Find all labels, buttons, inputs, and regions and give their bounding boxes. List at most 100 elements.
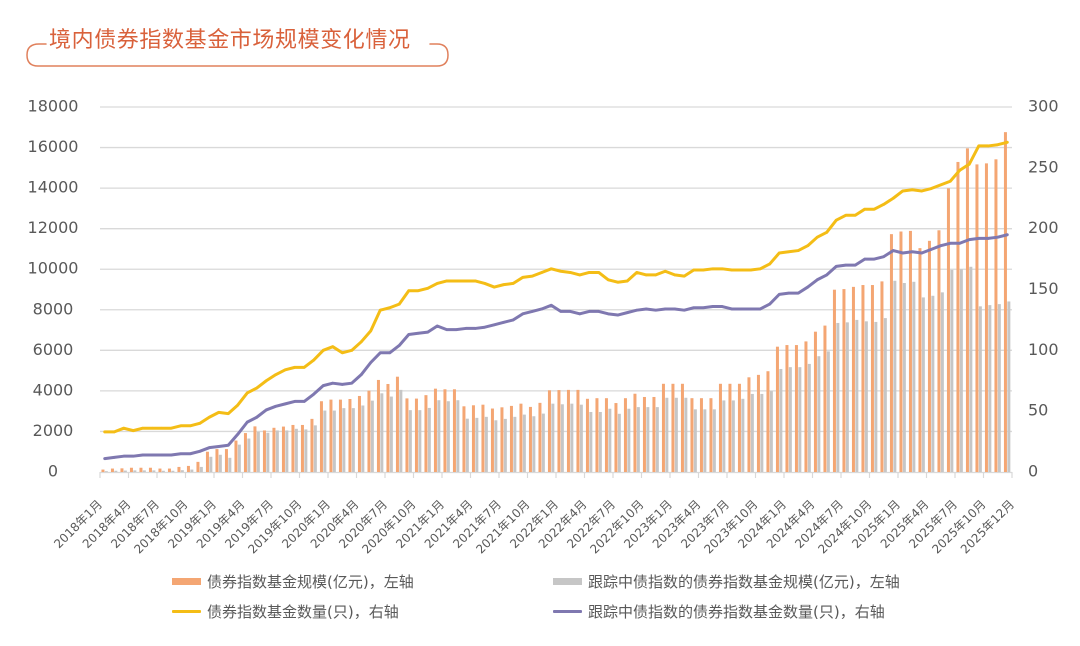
point-fund-count: [768, 262, 772, 266]
legend-label: 债券指数基金数量(只)，右轴: [207, 602, 399, 621]
bar-tracking-scale: [104, 471, 108, 472]
bar-fund-scale: [462, 406, 466, 472]
bar-fund-scale: [557, 390, 561, 472]
point-fund-count: [863, 207, 867, 211]
bar-tracking-scale: [988, 305, 992, 472]
point-tracking-count: [150, 453, 154, 457]
point-tracking-count: [188, 452, 192, 456]
legend-item-tracking-scale[interactable]: 跟踪中债指数的债券指数基金规模(亿元)，左轴: [553, 571, 900, 591]
bar-tracking-scale: [883, 318, 887, 472]
bar-fund-scale: [433, 388, 437, 472]
point-tracking-count: [882, 255, 886, 258]
bar-fund-scale: [224, 449, 228, 472]
title-bracket-path: [26, 43, 449, 67]
bar-fund-scale: [994, 159, 998, 473]
bar-tracking-scale: [864, 321, 868, 472]
bar-fund-scale: [908, 230, 912, 472]
x-axis: [99, 471, 1013, 478]
point-tracking-count: [559, 310, 563, 313]
point-tracking-count: [340, 383, 344, 386]
bar-fund-scale: [747, 377, 751, 472]
bar-fund-scale: [794, 345, 798, 472]
bar-fund-scale: [348, 399, 352, 472]
bar-tracking-scale: [836, 322, 840, 472]
bar-tracking-scale: [361, 405, 365, 472]
bar-fund-scale: [291, 424, 295, 472]
point-tracking-count: [426, 330, 430, 334]
bar-fund-scale: [528, 406, 532, 472]
point-fund-count: [226, 412, 230, 415]
legend-item-tracking-count[interactable]: 跟踪中债指数的债券指数基金数量(只)，右轴: [553, 601, 885, 621]
point-tracking-count: [255, 415, 259, 419]
bar-tracking-scale: [541, 413, 545, 472]
legend-item-fund-count[interactable]: 债券指数基金数量(只)，右轴: [172, 601, 399, 621]
point-fund-count: [692, 268, 696, 272]
point-tracking-count: [369, 361, 373, 364]
point-tracking-count: [625, 311, 629, 314]
point-fund-count: [549, 267, 553, 271]
point-fund-count: [796, 249, 800, 252]
point-tracking-count: [834, 265, 838, 268]
point-fund-count: [578, 273, 582, 277]
point-tracking-count: [207, 446, 211, 449]
point-tracking-count: [872, 257, 876, 261]
bar-tracking-scale: [180, 470, 184, 472]
bar-fund-scale: [158, 468, 162, 472]
point-fund-count: [283, 368, 287, 372]
y-right-tick-label: 300: [1028, 97, 1059, 116]
bar-fund-scale: [718, 383, 722, 472]
point-fund-count: [929, 187, 933, 190]
bar-tracking-scale: [817, 356, 821, 472]
bar-fund-scale: [623, 398, 627, 472]
x-tick-labels: 2018年1月2018年4月2018年7月2018年10月2019年1月2019…: [51, 497, 1017, 556]
bar-tracking-scale: [323, 410, 327, 472]
point-fund-count: [435, 282, 439, 285]
point-tracking-count: [454, 328, 458, 331]
bar-tracking-scale: [351, 408, 355, 472]
point-fund-count: [720, 267, 724, 271]
bar-fund-scale: [519, 403, 523, 472]
point-fund-count: [312, 358, 316, 362]
bar-fund-scale: [101, 469, 105, 472]
bar-tracking-scale: [741, 398, 745, 472]
bar-fund-scale: [215, 449, 219, 472]
point-tracking-count: [720, 305, 724, 308]
line-series-2: [103, 140, 1009, 434]
bar-tracking-scale: [228, 457, 232, 472]
bar-tracking-scale: [304, 429, 308, 472]
bar-fund-scale: [851, 286, 855, 472]
bar-fund-scale: [709, 398, 713, 472]
legend-item-fund-scale[interactable]: 债券指数基金规模(亿元)，左轴: [172, 571, 414, 591]
point-tracking-count: [844, 263, 848, 267]
y-right-tick-label: 150: [1028, 279, 1059, 298]
point-tracking-count: [302, 400, 306, 403]
point-fund-count: [910, 188, 914, 192]
bar-fund-scale: [110, 468, 114, 472]
y-right-tick-label: 0: [1028, 462, 1038, 481]
point-tracking-count: [853, 263, 857, 267]
bar-fund-scale: [576, 389, 580, 472]
y-left-tick-label: 4000: [33, 380, 74, 399]
point-fund-count: [787, 250, 791, 254]
bar-fund-scale: [766, 371, 770, 472]
point-fund-count: [948, 179, 952, 183]
point-tracking-count: [245, 420, 249, 424]
point-fund-count: [986, 144, 990, 148]
point-fund-count: [483, 282, 487, 285]
point-fund-count: [711, 267, 715, 271]
bar-tracking-scale: [627, 408, 631, 472]
bar-fund-scale: [984, 163, 988, 472]
bar-tracking-scale: [655, 407, 659, 472]
y-left-tick-label: 6000: [33, 340, 74, 359]
bar-fund-scale: [899, 231, 903, 472]
point-fund-count: [920, 189, 924, 193]
bar-fund-scale: [471, 405, 475, 472]
point-fund-count: [758, 267, 762, 271]
bar-fund-scale: [918, 248, 922, 472]
point-fund-count: [882, 203, 886, 206]
point-tracking-count: [388, 351, 392, 355]
point-tracking-count: [616, 313, 620, 317]
y-left-tick-label: 12000: [28, 218, 79, 237]
point-fund-count: [407, 289, 411, 293]
